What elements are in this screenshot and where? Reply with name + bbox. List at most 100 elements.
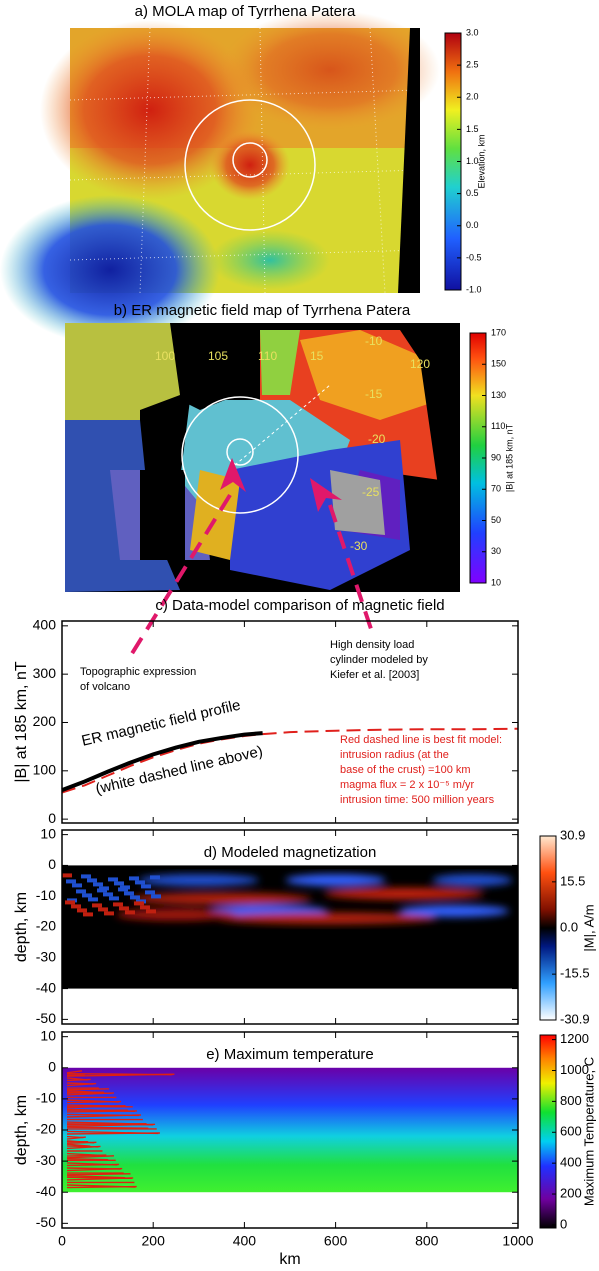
colorbar-tick-label: 150 xyxy=(491,359,506,369)
heatmap-image xyxy=(62,1068,518,1192)
pixel xyxy=(81,874,91,878)
x-tick-label: 400 xyxy=(233,1233,257,1249)
colorbar-tick-label: 800 xyxy=(560,1093,582,1108)
y-tick-label: -20 xyxy=(36,918,56,934)
y-tick-label: -20 xyxy=(36,1121,56,1137)
chart-title: d) Modeled magnetization xyxy=(204,844,377,861)
y-tick-label: 100 xyxy=(33,762,57,778)
annotation: of volcano xyxy=(80,681,130,693)
pixel xyxy=(113,902,123,906)
pixel xyxy=(77,908,87,912)
pixel xyxy=(72,883,82,887)
contour-label: 105 xyxy=(208,349,228,363)
y-tick-label: 0 xyxy=(48,810,56,826)
colorbar-tick-label: -0.5 xyxy=(466,252,482,262)
pixel xyxy=(125,910,135,914)
pixel xyxy=(124,891,134,895)
pixel xyxy=(87,878,97,882)
heatmap-image xyxy=(62,865,518,988)
colorbar-tick-label: 0 xyxy=(560,1216,567,1231)
colorbar-tick-label: 2.0 xyxy=(466,92,479,102)
y-tick-label: 400 xyxy=(33,617,57,633)
x-axis-label: km xyxy=(279,1251,300,1266)
series-label: ER magnetic field profile xyxy=(80,697,242,750)
chart-title: e) Maximum temperature xyxy=(206,1046,374,1063)
y-tick-label: -30 xyxy=(36,1152,56,1168)
colorbar-tick-label: 3.0 xyxy=(466,27,479,37)
streak xyxy=(67,1089,109,1090)
y-tick-label: -40 xyxy=(36,979,56,995)
pixel xyxy=(119,906,129,910)
contour-label: -10 xyxy=(365,334,383,348)
pixel xyxy=(114,881,124,885)
model-note: intrusion radius (at the xyxy=(340,749,449,761)
band xyxy=(324,888,484,900)
magnetic-map xyxy=(65,323,460,592)
pixel xyxy=(104,911,114,915)
pixel xyxy=(92,903,102,907)
colorbar-tick-label: 70 xyxy=(491,484,501,494)
pixel xyxy=(103,892,113,896)
y-axis-label: depth, km xyxy=(13,1095,30,1165)
pixel xyxy=(76,889,86,893)
y-tick-label: -50 xyxy=(36,1214,56,1230)
model-note: intrusion time: 500 million years xyxy=(340,794,495,806)
y-tick-label: 10 xyxy=(40,1027,56,1043)
pixel xyxy=(62,873,72,877)
contour-label: -15 xyxy=(365,387,383,401)
x-tick-label: 1000 xyxy=(502,1233,533,1249)
colorbar-tick-label: -30.9 xyxy=(560,1011,590,1026)
colorbar-tick-label: 30.9 xyxy=(560,827,585,842)
contour-label: -25 xyxy=(362,485,380,499)
colorbar-tick-label: 0.0 xyxy=(560,919,578,934)
streak xyxy=(67,1159,108,1160)
contour-label: 15 xyxy=(310,349,324,363)
pixel xyxy=(134,901,144,905)
chart-title: a) MOLA map of Tyrrhena Patera xyxy=(135,3,356,20)
elevation-map xyxy=(0,10,440,345)
model-note: magma flux = 2 x 10⁻⁵ m/yr xyxy=(340,779,474,791)
pixel xyxy=(82,893,92,897)
streak xyxy=(67,1092,104,1093)
band xyxy=(286,874,386,886)
streak xyxy=(67,1127,148,1128)
pixel xyxy=(140,905,150,909)
streak xyxy=(67,1142,96,1143)
colorbar-tick-label: 1.5 xyxy=(466,124,479,134)
pixel xyxy=(71,904,81,908)
colorbar-tick-label: 130 xyxy=(491,390,506,400)
annotation: High density load xyxy=(330,639,414,651)
contour-label: 120 xyxy=(410,357,430,371)
y-tick-label: -50 xyxy=(36,1010,56,1026)
colorbar-label: |M|, A/m xyxy=(581,904,596,951)
colorbar-tick-label: 600 xyxy=(560,1124,582,1139)
model-note: base of the crust) =100 km xyxy=(340,764,471,776)
x-tick-label: 800 xyxy=(415,1233,439,1249)
colorbar-tick-label: 170 xyxy=(491,327,506,337)
streak xyxy=(67,1133,160,1134)
streak xyxy=(67,1155,106,1156)
pixel xyxy=(141,884,151,888)
colorbar xyxy=(540,1035,556,1228)
pixel xyxy=(146,909,156,913)
colorbar-tick-label: 15.5 xyxy=(560,873,585,888)
colorbar-tick-label: -1.0 xyxy=(466,284,482,294)
colorbar-tick-label: 30 xyxy=(491,546,501,556)
colorbar-tick-label: 1200 xyxy=(560,1031,589,1046)
colorbar-label: Elevation, km xyxy=(476,134,486,188)
chart-title: b) ER magnetic field map of Tyrrhena Pat… xyxy=(114,302,411,319)
band xyxy=(432,874,512,886)
contour-label: 110 xyxy=(258,349,277,363)
pixel xyxy=(108,877,118,881)
colorbar-tick-label: 110 xyxy=(491,421,505,431)
y-tick-label: -10 xyxy=(36,887,56,903)
colorbar-tick-label: 200 xyxy=(560,1185,582,1200)
colorbar-label: |B| at 185 km, nT xyxy=(504,423,514,492)
y-tick-label: -10 xyxy=(36,1090,56,1106)
annotation: (white dashed line above) xyxy=(94,743,264,798)
pixel xyxy=(118,887,128,891)
streak xyxy=(67,1187,137,1188)
x-tick-label: 200 xyxy=(142,1233,166,1249)
pixel xyxy=(65,900,75,904)
colorbar-tick-label: 0.0 xyxy=(466,220,479,230)
